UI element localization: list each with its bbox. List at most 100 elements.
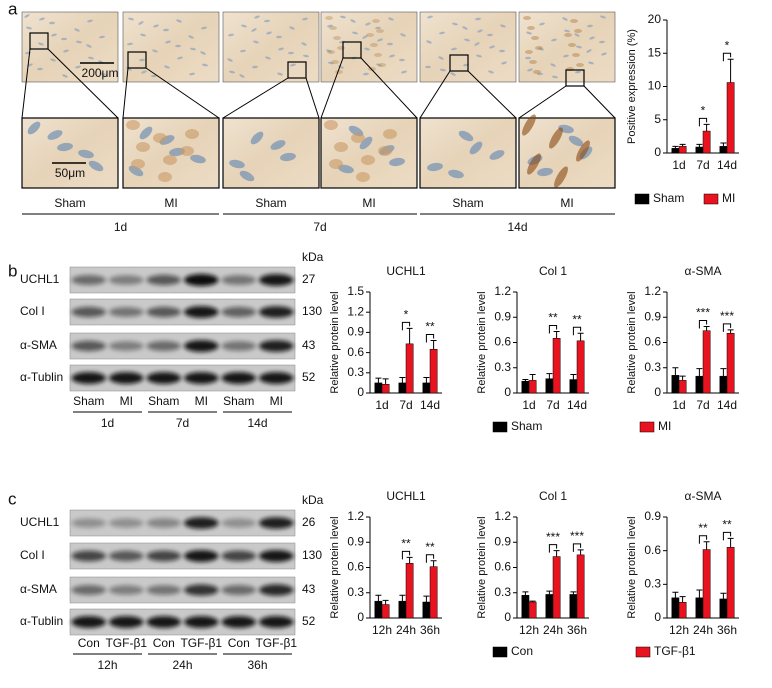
nucleus — [251, 28, 257, 32]
error-bar-line — [529, 373, 536, 381]
blot-band — [109, 550, 144, 562]
nucleus — [551, 38, 557, 42]
error-bar — [406, 327, 413, 344]
nucleus — [500, 24, 506, 28]
significance-bracket — [698, 117, 708, 127]
nucleus — [177, 56, 183, 60]
nucleus — [525, 56, 531, 60]
stain — [383, 129, 397, 139]
zoom-image — [21, 117, 119, 189]
label: * — [404, 308, 409, 322]
error-bar — [577, 332, 584, 341]
nucleus — [365, 22, 371, 26]
nucleus — [469, 141, 483, 155]
bar — [726, 332, 735, 394]
stain — [564, 33, 572, 37]
nucleus — [38, 42, 44, 46]
label: 1d — [375, 398, 388, 412]
nucleus — [63, 49, 69, 53]
error-bar — [672, 591, 679, 598]
bar — [719, 375, 728, 394]
stain — [572, 53, 580, 57]
stain — [527, 26, 535, 30]
error-bar — [679, 375, 686, 381]
error-bar — [672, 367, 679, 376]
significance-bracket — [401, 550, 411, 560]
error-bar-line — [406, 327, 413, 344]
bar — [726, 547, 735, 619]
stain — [376, 29, 384, 33]
bar — [381, 604, 390, 619]
zoom-line — [305, 77, 320, 119]
nucleus — [62, 74, 68, 78]
bar — [678, 380, 687, 394]
micrograph — [222, 11, 320, 83]
error-bar — [672, 145, 679, 149]
blot-band — [184, 306, 219, 318]
label: 14d — [247, 416, 267, 430]
label: a — [8, 0, 18, 18]
label: Con — [511, 644, 533, 658]
stain — [351, 133, 365, 143]
blot-strip — [69, 542, 296, 570]
stain — [535, 46, 543, 50]
label: * — [701, 104, 706, 118]
nucleus — [589, 36, 595, 40]
bar — [569, 594, 578, 619]
bar — [422, 382, 431, 394]
nucleus — [190, 47, 196, 51]
blot-band — [184, 616, 219, 628]
label: 14d — [420, 398, 440, 412]
error-bar — [375, 377, 382, 383]
error-bar-line — [553, 550, 560, 557]
error-bar-line — [430, 560, 437, 567]
blot-strip — [69, 576, 296, 604]
zoom-box — [565, 69, 585, 87]
blot-band — [109, 585, 144, 595]
zoom-line — [518, 85, 567, 119]
label: kDa — [302, 493, 324, 507]
nucleus — [76, 40, 82, 44]
label: α-Tublin — [20, 370, 63, 384]
stain — [333, 36, 341, 40]
nucleus — [338, 164, 354, 174]
nucleus — [163, 28, 169, 32]
zoom-box — [127, 51, 147, 69]
nucleus — [439, 31, 445, 35]
y-axis-label: Relative protein level — [626, 516, 638, 618]
bar — [702, 330, 711, 394]
nucleus — [425, 65, 431, 69]
nucleus — [562, 17, 568, 21]
label: 36h — [567, 623, 587, 637]
blot-band — [71, 585, 106, 595]
blot-band — [71, 550, 106, 562]
blot-band — [259, 550, 294, 562]
label: MI — [560, 196, 573, 210]
error-bar — [399, 377, 406, 383]
blot-band — [221, 372, 256, 384]
label: ** — [698, 521, 708, 535]
bar — [405, 563, 414, 619]
stain — [324, 120, 338, 130]
nucleus — [600, 15, 606, 19]
nucleus — [568, 135, 584, 147]
nucleus — [599, 40, 605, 44]
nucleus — [270, 140, 286, 150]
error-bar — [522, 379, 529, 382]
micrograph — [122, 11, 220, 83]
stain — [366, 33, 374, 37]
error-bar — [553, 550, 560, 557]
blot-band — [221, 616, 256, 628]
nucleus — [88, 56, 94, 60]
label: 12h — [372, 623, 392, 637]
stain — [153, 133, 167, 143]
blot-band — [221, 306, 256, 318]
nucleus — [487, 33, 493, 37]
nucleus — [47, 130, 63, 140]
error-bar-line — [399, 377, 406, 383]
label: Col 1 — [539, 489, 567, 503]
error-bar-line — [529, 600, 536, 603]
nucleus — [26, 26, 32, 30]
stain — [576, 63, 584, 67]
